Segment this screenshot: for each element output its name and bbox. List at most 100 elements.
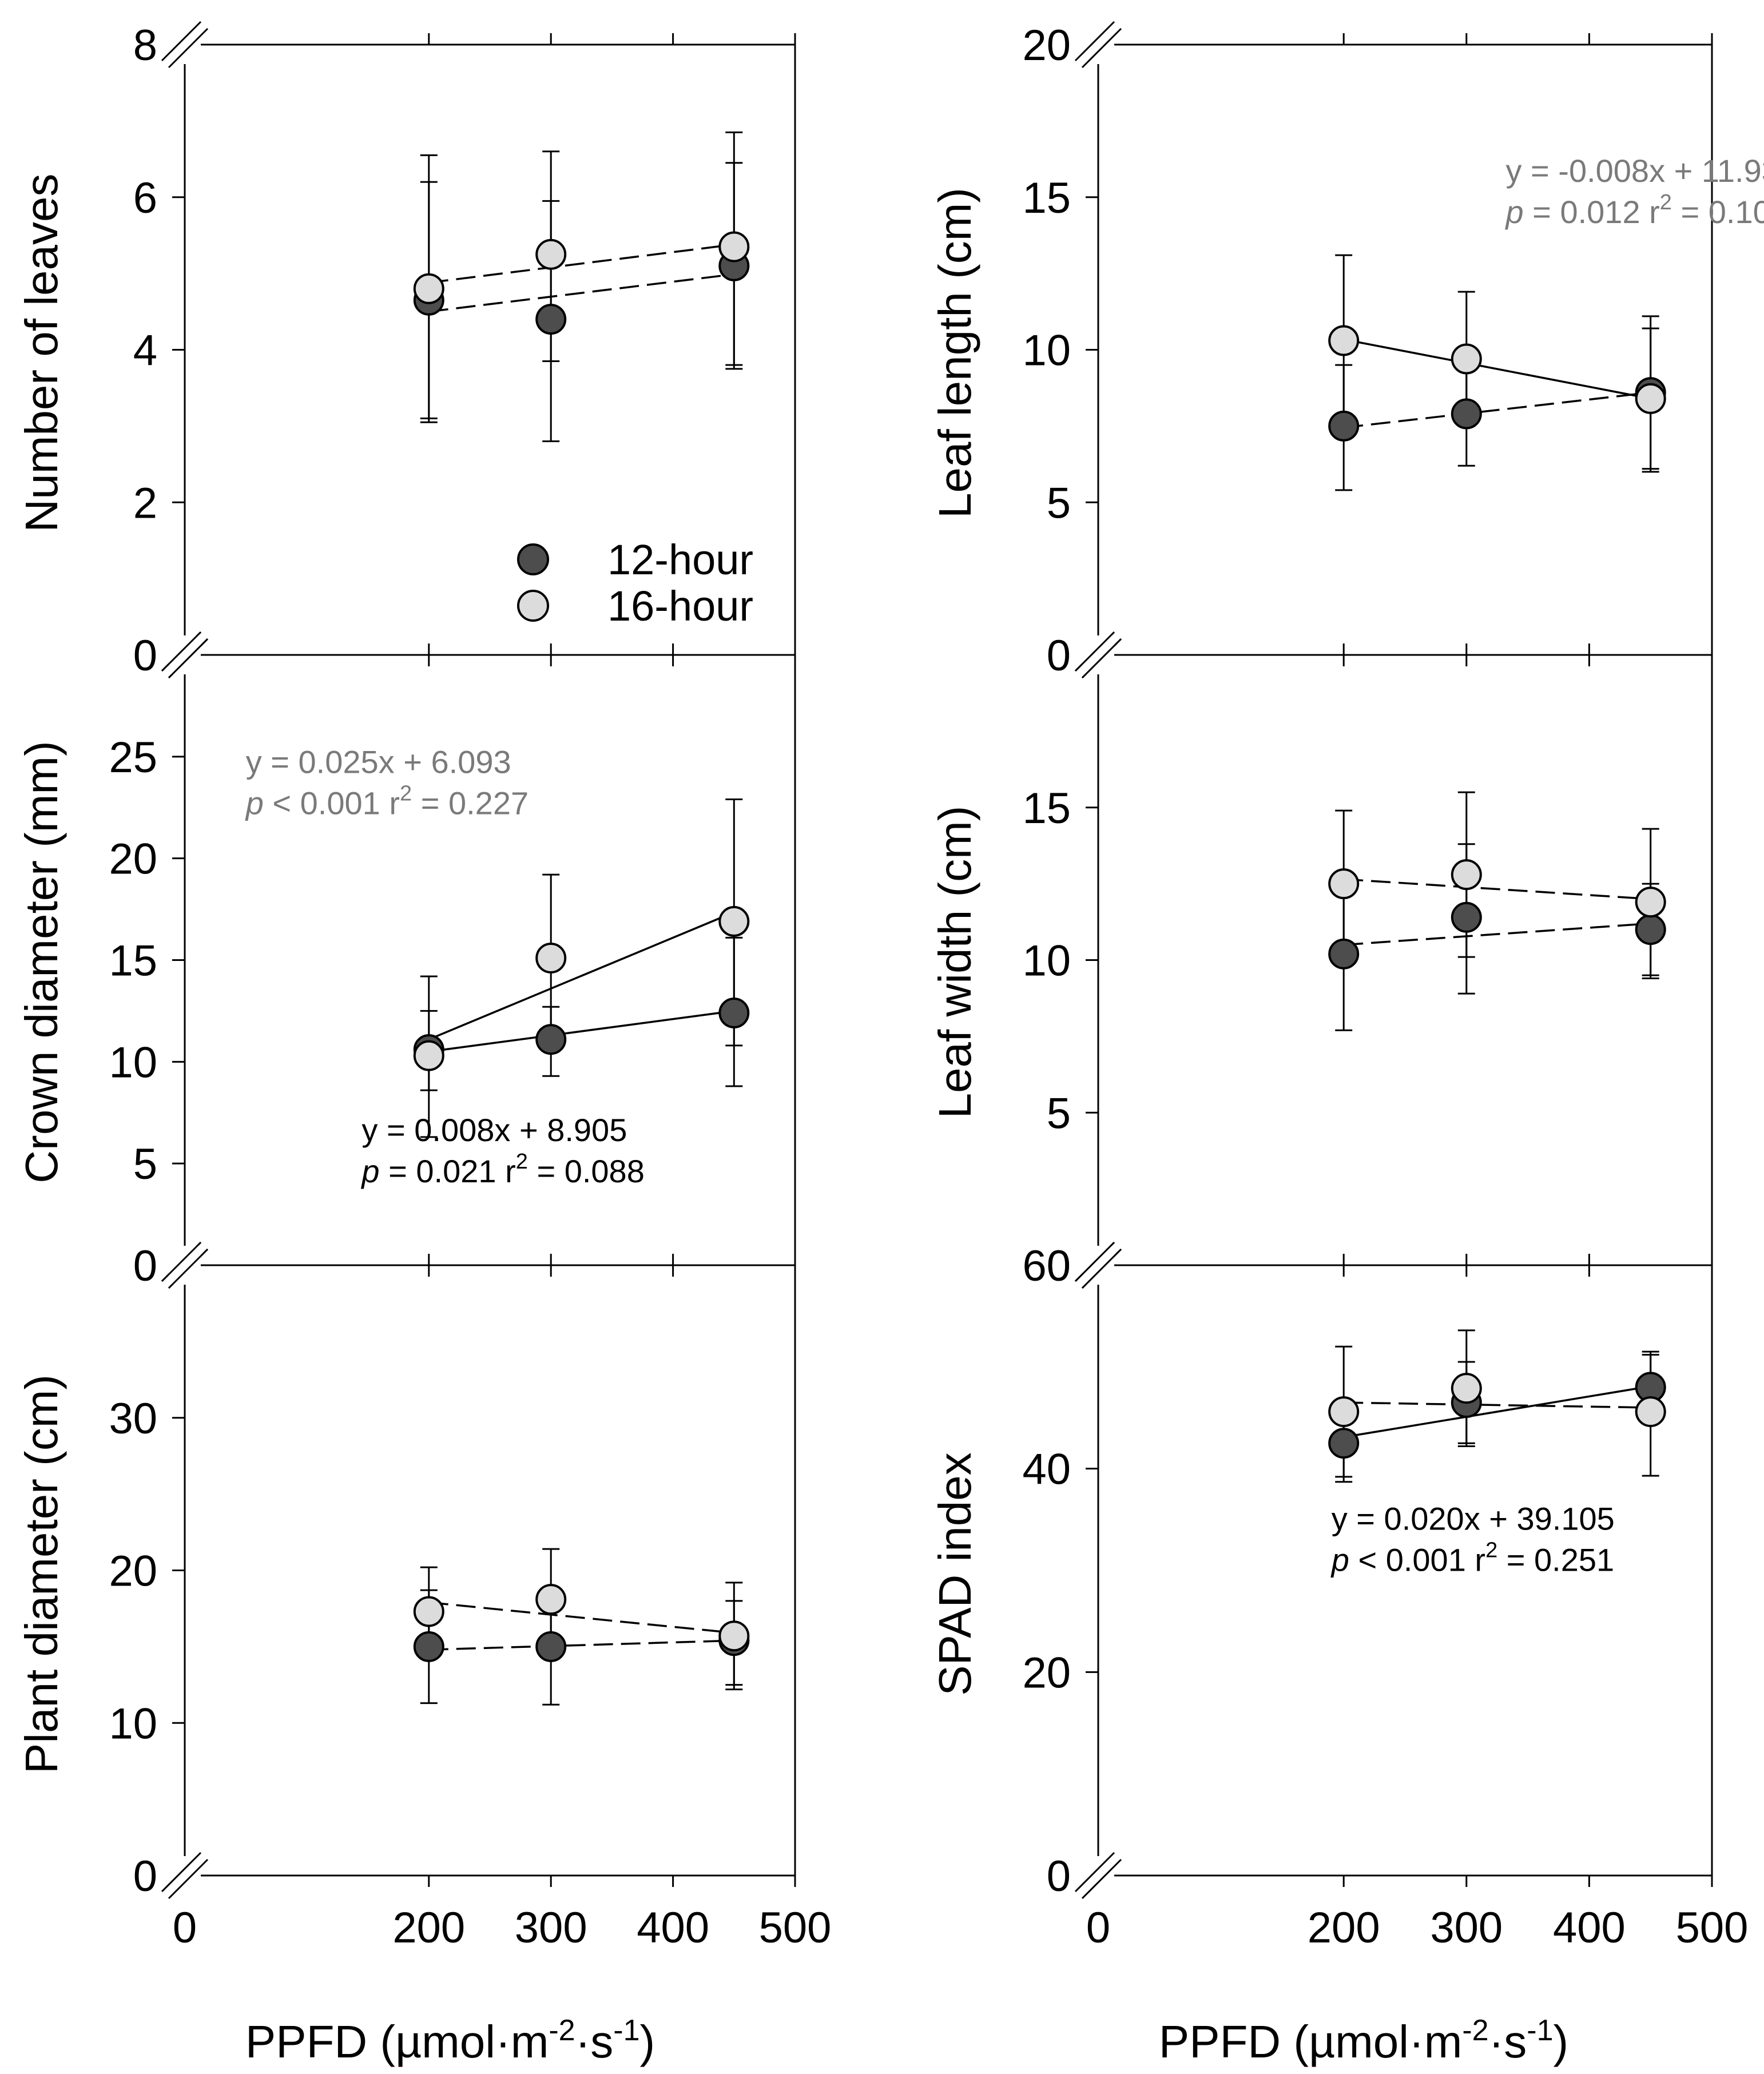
y-tick-label: 15 <box>1022 174 1071 223</box>
y-tick-label: 0 <box>1047 1242 1071 1290</box>
regression-line-12-hour <box>1344 391 1651 429</box>
legend-marker-16-hour <box>517 590 549 622</box>
data-point-16-hour <box>718 905 750 937</box>
axis-break-mark <box>1074 631 1115 672</box>
y-tick-label: 0 <box>133 1242 157 1290</box>
regression-line-12-hour <box>428 1010 734 1053</box>
regression-stats: p = 0.021 r2 = 0.088 <box>360 1150 644 1189</box>
axis-break-mark <box>1074 1851 1115 1893</box>
x-tick-label: 400 <box>637 1904 709 1952</box>
regression-equation: y = -0.008x + 11.938 <box>1505 153 1764 189</box>
y-tick-label: 2 <box>133 479 157 527</box>
x-tick-label: 200 <box>1308 1904 1380 1952</box>
regression-line-12-hour <box>1344 922 1651 946</box>
data-point-16-hour <box>535 942 567 974</box>
y-tick-label: 8 <box>133 21 157 70</box>
x-tick-label: 300 <box>515 1904 587 1952</box>
panel-leaf-length: Leaf length (cm) 0 5 10 15 20 y = -0.008x + 1… <box>929 21 1764 680</box>
x-tick-label: 0 <box>173 1904 197 1952</box>
y-tick-label: 20 <box>109 835 157 884</box>
y-tick-label: 10 <box>109 1699 157 1748</box>
regression-line-16-hour <box>428 243 734 284</box>
regression-stats: p < 0.001 r2 = 0.251 <box>1330 1538 1614 1578</box>
x-tick-label: 0 <box>1086 1904 1110 1952</box>
y-tick-label: 20 <box>1022 1648 1071 1697</box>
regression-line-16-hour <box>1344 1401 1651 1409</box>
y-tick-label: 5 <box>133 1140 157 1189</box>
legend: 12-hour 16-hour <box>517 536 753 630</box>
data-point-12-hour <box>1328 410 1360 442</box>
axis-break-mark <box>1081 1248 1122 1289</box>
axis-break-mark <box>161 1851 202 1893</box>
y-axis-title: Plant diameter (cm) <box>16 1374 67 1774</box>
data-point-16-hour <box>1451 859 1482 891</box>
plot-frame <box>184 1264 796 1877</box>
axis-break-mark <box>1081 27 1122 69</box>
regression-line-16-hour <box>1344 878 1651 900</box>
regression-line-16-hour <box>428 911 734 1040</box>
plot-frame <box>1097 43 1713 656</box>
y-axis-title: Leaf width (cm) <box>929 806 980 1119</box>
axis-break-mask-bottom <box>1082 1856 1114 1895</box>
axis-break-mask-top <box>169 1246 201 1285</box>
y-tick-label: 4 <box>133 327 157 375</box>
legend-marker-12-hour <box>517 543 549 575</box>
y-axis-title: Number of leaves <box>16 174 67 533</box>
y-tick-label: 20 <box>109 1547 157 1596</box>
x-tick-label: 500 <box>1676 1904 1749 1952</box>
data-point-12-hour <box>1328 938 1360 970</box>
x-axis-title-right: PPFD (µmol·m-2·s-1) <box>1159 2014 1568 2067</box>
y-tick-label: 10 <box>1022 937 1071 986</box>
data-point-16-hour <box>718 231 750 263</box>
axis-break-mark <box>161 21 202 62</box>
y-tick-label: 0 <box>133 1852 157 1901</box>
plot-frame <box>1097 1264 1713 1877</box>
y-axis-title: SPAD index <box>929 1452 980 1695</box>
axis-break-mark <box>168 27 209 69</box>
y-tick-label: 20 <box>1022 21 1071 70</box>
plot-frame <box>1097 654 1713 1266</box>
axis-break-mask-top <box>1082 1246 1114 1285</box>
y-tick-label: 60 <box>1022 1242 1071 1290</box>
data-point-16-hour <box>1328 868 1360 900</box>
x-tick-label: 500 <box>759 1904 832 1952</box>
axis-break-mark <box>1074 21 1115 62</box>
y-tick-label: 40 <box>1022 1445 1071 1494</box>
data-point-16-hour <box>1635 887 1666 918</box>
panel-crown-diameter: Crown diameter (mm) 0 5 10 15 20 25 y = 0.025x… <box>16 631 796 1290</box>
regression-line-16-hour <box>428 1601 734 1634</box>
regression-stats: p < 0.001 r2 = 0.227 <box>245 781 529 821</box>
axis-break-mark <box>161 1241 202 1282</box>
regression-equation: y = 0.025x + 6.093 <box>246 744 511 780</box>
regression-stats: p = 0.012 r2 = 0.103 <box>1504 190 1764 230</box>
y-tick-label: 30 <box>109 1394 157 1443</box>
data-point-12-hour <box>1451 901 1482 933</box>
axis-break-mark <box>168 1248 209 1289</box>
data-point-12-hour <box>1451 398 1482 430</box>
data-point-16-hour <box>1635 1396 1666 1428</box>
axis-break-mask-top <box>169 635 201 674</box>
data-point-12-hour <box>535 304 567 335</box>
data-point-16-hour <box>413 1596 444 1627</box>
data-point-16-hour <box>413 1040 444 1071</box>
y-tick-label: 10 <box>1022 327 1071 375</box>
x-tick-label: 400 <box>1553 1904 1626 1952</box>
axis-break-mask-top <box>1082 635 1114 674</box>
axis-break-mark <box>161 631 202 672</box>
y-tick-label: 6 <box>133 174 157 223</box>
regression-equation: y = 0.020x + 39.105 <box>1332 1500 1615 1536</box>
data-point-16-hour <box>1328 1396 1360 1428</box>
data-point-12-hour <box>1328 1428 1360 1459</box>
data-point-16-hour <box>535 1584 567 1615</box>
data-point-16-hour <box>1451 1373 1482 1404</box>
data-point-12-hour <box>413 1631 444 1662</box>
regression-equation: y = 0.008x + 8.905 <box>361 1112 627 1148</box>
legend-label-12-hour: 12-hour <box>607 536 753 583</box>
data-point-12-hour <box>1635 914 1666 945</box>
y-tick-label: 10 <box>109 1038 157 1087</box>
legend-label-16-hour: 16-hour <box>607 582 753 630</box>
y-tick-label: 15 <box>1022 784 1071 833</box>
axis-break-mark <box>1081 1858 1122 1900</box>
